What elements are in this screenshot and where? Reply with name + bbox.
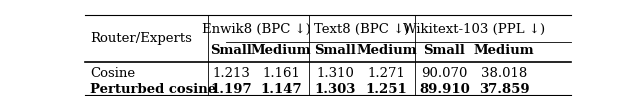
Text: Perturbed cosine: Perturbed cosine <box>90 83 216 96</box>
Text: Small: Small <box>314 44 356 57</box>
Text: 1.310: 1.310 <box>317 67 355 80</box>
Text: Router/Experts: Router/Experts <box>90 32 192 45</box>
Text: 89.910: 89.910 <box>419 83 470 96</box>
Text: 1.147: 1.147 <box>260 83 301 96</box>
Text: 37.859: 37.859 <box>479 83 529 96</box>
Text: Cosine: Cosine <box>90 67 135 80</box>
Text: 90.070: 90.070 <box>421 67 468 80</box>
Text: 1.271: 1.271 <box>367 67 406 80</box>
Text: 1.251: 1.251 <box>365 83 408 96</box>
Text: Text8 (BPC ↓): Text8 (BPC ↓) <box>314 23 409 36</box>
Text: Enwik8 (BPC ↓): Enwik8 (BPC ↓) <box>202 23 310 36</box>
Text: Small: Small <box>424 44 465 57</box>
Text: Medium: Medium <box>474 44 534 57</box>
Text: Medium: Medium <box>356 44 417 57</box>
Text: 1.303: 1.303 <box>315 83 356 96</box>
Text: 38.018: 38.018 <box>481 67 527 80</box>
Text: Medium: Medium <box>251 44 311 57</box>
Text: Small: Small <box>211 44 252 57</box>
Text: 1.161: 1.161 <box>262 67 300 80</box>
Text: 1.197: 1.197 <box>211 83 252 96</box>
Text: Wikitext-103 (PPL ↓): Wikitext-103 (PPL ↓) <box>403 23 545 36</box>
Text: 1.213: 1.213 <box>212 67 250 80</box>
